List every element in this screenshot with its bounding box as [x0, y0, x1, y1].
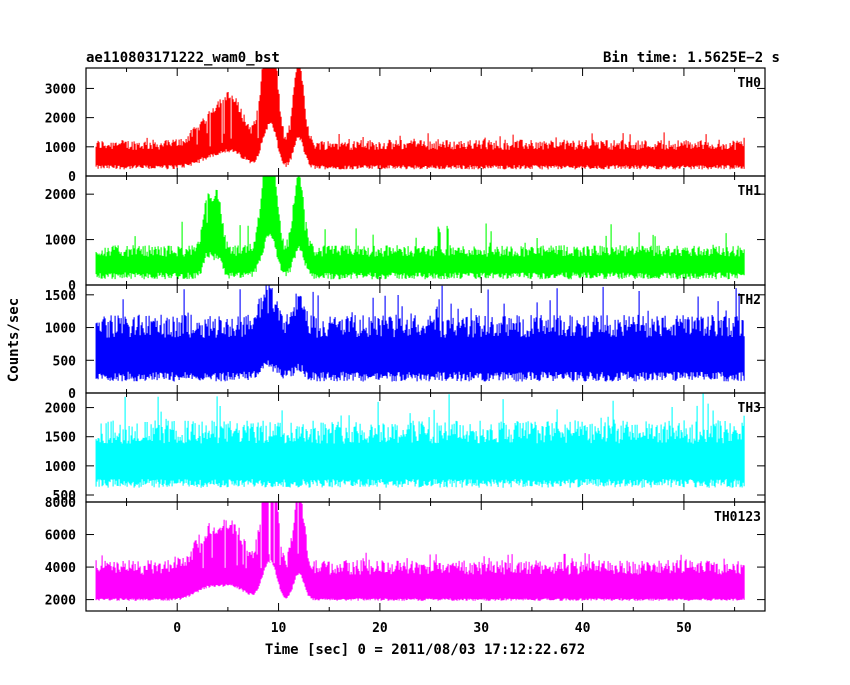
y-tick-label: 500 — [53, 354, 77, 369]
y-tick-label: 1500 — [45, 289, 76, 304]
y-tick-label: 1000 — [45, 234, 76, 249]
y-tick-label: 2000 — [45, 594, 76, 609]
y-tick-label: 2000 — [45, 112, 76, 127]
panel-label-th3: TH3 — [738, 401, 761, 416]
x-tick-label: 40 — [575, 621, 591, 636]
y-tick-label: 1000 — [45, 322, 76, 337]
panel-th2: 0 500 1000 1500 TH2 — [45, 284, 766, 402]
panel-label-th0: TH0 — [738, 76, 762, 91]
panel-th0: 0 1000 2000 3000 TH0 — [45, 67, 766, 185]
chart-title-right: Bin time: 1.5625E−2 s — [603, 50, 780, 66]
y-tick-label: 1000 — [45, 460, 76, 475]
y-tick-label: 0 — [68, 170, 76, 185]
series-th1 — [95, 176, 745, 280]
series-th3 — [95, 393, 745, 488]
y-tick-label: 1500 — [45, 431, 76, 446]
y-tick-label: 3000 — [45, 82, 76, 97]
x-tick-label: 10 — [271, 621, 287, 636]
x-axis-label: Time [sec] 0 = 2011/08/03 17:12:22.672 — [265, 642, 585, 658]
x-tick-label: 50 — [676, 621, 692, 636]
y-tick-label: 500 — [53, 489, 77, 504]
y-tick-label: 8000 — [45, 496, 76, 511]
series-th0 — [95, 68, 745, 170]
panel-th1: 0 1000 2000 TH1 — [45, 175, 766, 294]
y-tick-label: 0 — [68, 387, 76, 402]
panel-label-th1: TH1 — [738, 184, 762, 199]
panel-th3: 500 1000 1500 2000 TH3 — [45, 392, 766, 504]
series-th2 — [95, 285, 745, 382]
y-axis-label: Counts/sec — [6, 298, 22, 382]
panel-label-th2: TH2 — [738, 293, 761, 308]
chart-title-left: ae110803171222_wam0_bst — [86, 50, 280, 66]
y-tick-label: 2000 — [45, 402, 76, 417]
y-tick-label: 4000 — [45, 561, 76, 576]
y-tick-label: 2000 — [45, 188, 76, 203]
panel-th0123: 2000 4000 6000 8000 TH0123 — [45, 496, 766, 612]
series-th0123 — [95, 502, 745, 601]
y-tick-label: 0 — [68, 279, 76, 294]
x-tick-label: 0 — [173, 621, 181, 636]
y-tick-label: 6000 — [45, 529, 76, 544]
panel-frame — [85, 501, 766, 612]
panel-label-th0123: TH0123 — [714, 510, 761, 525]
y-tick-label: 1000 — [45, 141, 76, 156]
x-tick-label: 30 — [473, 621, 489, 636]
x-tick-label: 20 — [372, 621, 388, 636]
